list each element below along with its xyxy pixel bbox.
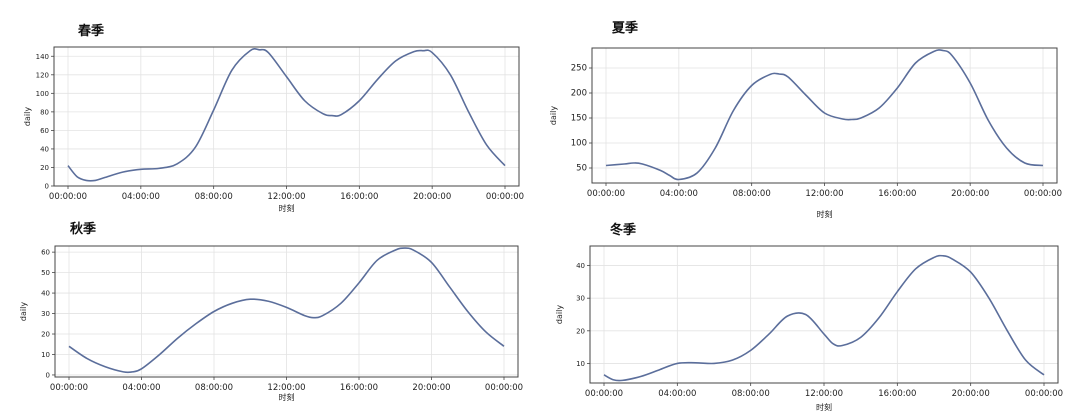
y-tick-label: 10 — [576, 360, 585, 368]
y-tick-label: 150 — [571, 114, 587, 124]
y-tick-label: 80 — [40, 108, 49, 116]
y-tick-label: 20 — [40, 164, 49, 172]
chart-title-winter: 冬季 — [610, 223, 637, 238]
series-line-spring — [67, 48, 506, 182]
x-tick-label: 00:00:00 — [49, 192, 87, 202]
y-axis-label: daily — [23, 107, 32, 126]
y-tick-label: 50 — [41, 269, 50, 277]
chart-title-summer: 夏季 — [612, 21, 639, 36]
chart-title-spring: 春季 — [78, 24, 105, 39]
y-axis-label: daily — [19, 302, 28, 321]
y-tick-label: 60 — [41, 249, 50, 257]
x-axis-label: 时刻 — [817, 209, 833, 219]
x-tick-label: 08:00:00 — [732, 389, 770, 399]
chart-summer: 00:00:00 04:00:00 08:00:00 12:00:00 16:00:00… — [549, 47, 1062, 219]
y-tick-label: 50 — [576, 164, 587, 174]
y-tick-label: 30 — [41, 310, 50, 318]
y-tick-label: 120 — [36, 71, 49, 79]
x-tick-label: 04:00:00 — [122, 192, 160, 202]
x-tick-label: 00:00:00 — [485, 383, 523, 393]
x-tick-label: 00:00:00 — [587, 189, 625, 199]
y-tick-label: 30 — [576, 295, 585, 303]
x-tick-label: 00:00:00 — [486, 192, 524, 202]
y-tick-label: 20 — [41, 331, 50, 339]
x-tick-label: 20:00:00 — [952, 389, 990, 399]
x-tick-label: 08:00:00 — [733, 189, 771, 199]
series-line-winter — [603, 254, 1045, 382]
x-tick-label: 20:00:00 — [951, 189, 989, 199]
y-tick-label: 100 — [571, 139, 587, 149]
x-tick-label: 16:00:00 — [340, 383, 378, 393]
x-tick-label: 00:00:00 — [1025, 389, 1063, 399]
x-tick-label: 04:00:00 — [660, 189, 698, 199]
x-tick-label: 04:00:00 — [658, 389, 696, 399]
x-tick-label: 16:00:00 — [878, 189, 916, 199]
x-tick-label: 20:00:00 — [413, 192, 451, 202]
chart-winter: 00:00:00 04:00:00 08:00:00 12:00:00 16:00:00… — [555, 245, 1063, 412]
y-tick-label: 40 — [576, 262, 585, 270]
y-axis-label: daily — [549, 106, 558, 125]
y-tick-label: 20 — [576, 327, 585, 335]
x-tick-label: 12:00:00 — [267, 192, 305, 202]
y-axis-label: daily — [555, 305, 564, 324]
x-tick-label: 04:00:00 — [122, 383, 160, 393]
y-tick-label: 60 — [40, 127, 49, 135]
x-tick-label: 08:00:00 — [195, 192, 233, 202]
y-tick-label: 40 — [41, 290, 50, 298]
x-tick-label: 00:00:00 — [1024, 189, 1062, 199]
x-axis-label: 时刻 — [279, 392, 295, 402]
x-axis-label: 时刻 — [279, 203, 295, 213]
x-tick-label: 00:00:00 — [585, 389, 623, 399]
x-axis-label: 时刻 — [816, 402, 832, 412]
series-line-summer — [605, 49, 1044, 181]
chart-spring: 00:00:00 04:00:00 08:00:00 12:00:00 16:00:00… — [23, 46, 524, 213]
x-tick-label: 20:00:00 — [412, 383, 450, 393]
x-tick-label: 08:00:00 — [195, 383, 233, 393]
y-tick-label: 40 — [40, 145, 49, 153]
y-tick-label: 0 — [46, 371, 50, 379]
chart-title-autumn: 秋季 — [70, 222, 97, 237]
x-tick-label: 12:00:00 — [805, 389, 843, 399]
x-tick-label: 12:00:00 — [805, 189, 843, 199]
x-tick-label: 16:00:00 — [340, 192, 378, 202]
series-line-autumn — [68, 247, 505, 374]
y-tick-label: 0 — [45, 183, 49, 191]
x-tick-label: 12:00:00 — [267, 383, 305, 393]
y-tick-label: 10 — [41, 351, 50, 359]
y-tick-label: 200 — [571, 89, 587, 99]
x-tick-label: 00:00:00 — [50, 383, 88, 393]
y-tick-label: 140 — [36, 53, 49, 61]
chart-autumn: 00:00:00 04:00:00 08:00:00 12:00:00 16:00:00… — [19, 245, 523, 402]
y-tick-label: 250 — [571, 64, 587, 74]
y-tick-label: 100 — [36, 90, 49, 98]
x-tick-label: 16:00:00 — [878, 389, 916, 399]
